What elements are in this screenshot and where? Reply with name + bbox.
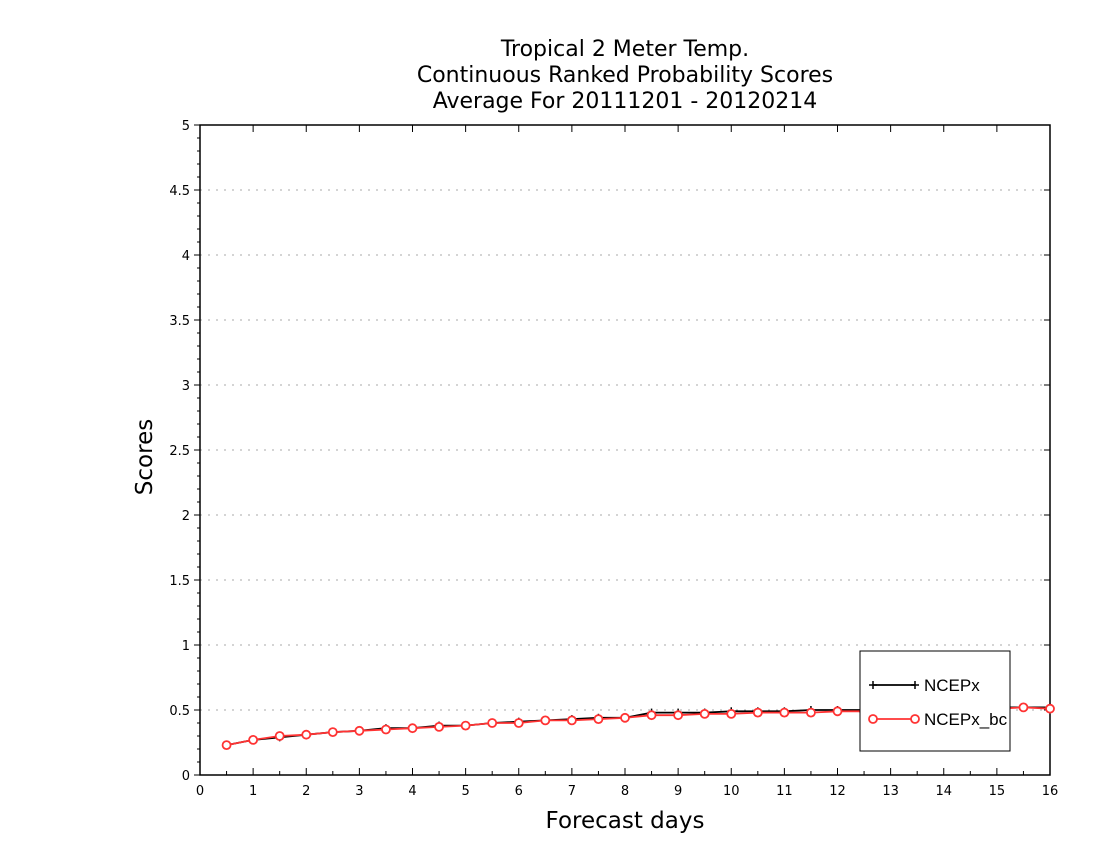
x-tick-label: 7 bbox=[568, 784, 576, 799]
chart-title-line-2: Continuous Ranked Probability Scores bbox=[416, 63, 834, 88]
series-point bbox=[752, 707, 763, 718]
x-tick-label: 5 bbox=[461, 784, 469, 799]
series-point bbox=[327, 727, 338, 737]
x-tick-label: 14 bbox=[935, 784, 952, 799]
legend-box bbox=[859, 650, 1011, 752]
series-point bbox=[248, 735, 259, 745]
legend-marker bbox=[911, 681, 919, 689]
y-axis-label: Scores bbox=[132, 418, 158, 496]
legend-marker bbox=[910, 714, 920, 724]
series-point bbox=[779, 707, 790, 718]
series-point bbox=[407, 723, 418, 734]
x-tick-label: 3 bbox=[355, 784, 363, 799]
series-point bbox=[1018, 702, 1029, 713]
x-tick-label: 2 bbox=[302, 784, 310, 799]
series-point bbox=[673, 710, 684, 721]
x-tick-label: 8 bbox=[621, 784, 629, 799]
x-tick-label: 13 bbox=[882, 784, 899, 799]
chart-title-line-3: Average For 20111201 - 20120214 bbox=[432, 89, 818, 114]
series-point bbox=[434, 722, 444, 732]
x-tick-label: 16 bbox=[1042, 784, 1059, 799]
y-tick-label: 5 bbox=[182, 119, 190, 134]
x-tick-label: 9 bbox=[674, 784, 682, 799]
x-tick-label: 0 bbox=[196, 784, 204, 799]
axis-layer: 0 1 2 3 4 5 6 7 8 9 10 11 12 13 14 15 1600.511.522.533.5… bbox=[169, 119, 1058, 799]
x-tick-label: 10 bbox=[723, 784, 740, 799]
legend: NCEPx NCEPx_bc bbox=[859, 650, 1011, 752]
y-tick-label: 4.5 bbox=[169, 184, 190, 199]
y-tick-label: 2.5 bbox=[169, 444, 190, 459]
series-point bbox=[460, 720, 471, 731]
x-tick-label: 6 bbox=[515, 784, 523, 799]
series-point bbox=[354, 725, 365, 736]
legend-marker bbox=[869, 681, 877, 689]
chart-title-line-1: Tropical 2 Meter Temp. bbox=[500, 37, 750, 62]
x-tick-label: 15 bbox=[989, 784, 1006, 799]
series-point bbox=[540, 715, 551, 726]
series-point bbox=[566, 715, 577, 726]
series-point bbox=[832, 706, 843, 717]
series-point bbox=[726, 709, 737, 719]
series-point bbox=[593, 714, 604, 724]
y-tick-label: 3 bbox=[182, 379, 190, 394]
series-point bbox=[487, 718, 498, 728]
series-point bbox=[381, 724, 391, 735]
series-point bbox=[221, 740, 232, 750]
series-point bbox=[274, 731, 285, 741]
x-tick-label: 11 bbox=[776, 784, 793, 799]
legend-label: NCEPx bbox=[924, 676, 980, 695]
x-tick-label: 4 bbox=[408, 784, 416, 799]
series-point bbox=[620, 712, 630, 723]
y-tick-label: 4 bbox=[182, 249, 190, 264]
series-point bbox=[1045, 703, 1055, 714]
legend-marker bbox=[868, 714, 878, 724]
series-point bbox=[646, 710, 657, 721]
grid-layer bbox=[200, 189, 1050, 711]
y-tick-label: 3.5 bbox=[169, 314, 190, 329]
series-point bbox=[699, 709, 710, 719]
legend-label: NCEPx_bc bbox=[924, 710, 1008, 729]
x-tick-label: 1 bbox=[249, 784, 257, 799]
x-tick-label: 12 bbox=[829, 784, 846, 799]
series-point bbox=[301, 729, 312, 740]
y-tick-label: 1.5 bbox=[169, 574, 190, 589]
y-tick-label: 2 bbox=[182, 509, 190, 524]
x-axis-label: Forecast days bbox=[545, 808, 705, 834]
y-tick-label: 1 bbox=[182, 639, 190, 654]
y-tick-label: 0 bbox=[182, 769, 190, 784]
y-tick-label: 0.5 bbox=[169, 704, 190, 719]
series-point bbox=[806, 707, 816, 718]
series-point bbox=[513, 718, 524, 728]
